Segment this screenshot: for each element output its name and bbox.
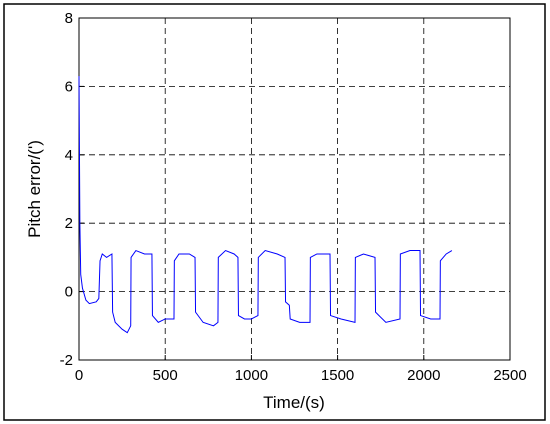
x-tick-label: 500 xyxy=(153,367,178,384)
x-tick-label: 2000 xyxy=(407,367,440,384)
y-tick-label: 0 xyxy=(65,284,73,301)
y-tick-label: 8 xyxy=(65,10,73,27)
x-tick-label: 1500 xyxy=(321,367,354,384)
y-tick-label: 4 xyxy=(65,147,73,164)
x-axis-label: Time/(s) xyxy=(263,393,325,412)
axes-box xyxy=(78,17,511,361)
plot-area xyxy=(79,18,510,360)
y-tick-label: -2 xyxy=(60,352,73,369)
y-axis-label: Pitch error/(') xyxy=(25,140,44,238)
x-tick-label: 2500 xyxy=(493,367,526,384)
x-tick-label: 1000 xyxy=(235,367,268,384)
x-tick-label: 0 xyxy=(75,367,83,384)
y-tick-label: 6 xyxy=(65,78,73,95)
data-line xyxy=(78,76,453,334)
y-tick-label: 2 xyxy=(65,215,73,232)
